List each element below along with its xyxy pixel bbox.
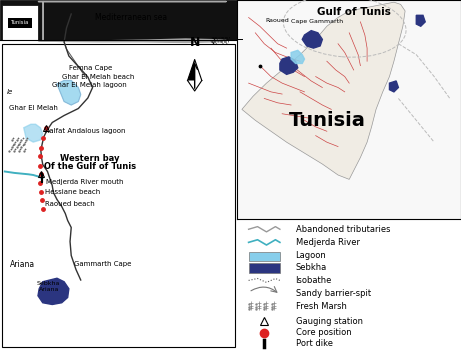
Text: Ghar El Melah lagoon: Ghar El Melah lagoon [52,83,127,89]
Bar [248,252,280,261]
Bar [2,44,235,346]
Bar [248,263,280,273]
Text: Isobathe: Isobathe [296,276,332,285]
Text: 36°55': 36°55' [210,41,230,46]
Text: Gauging station: Gauging station [296,317,362,326]
Text: Raoued: Raoued [266,18,290,23]
Polygon shape [291,50,304,63]
Text: Western bay: Western bay [60,154,120,163]
Text: Ghar El Melah: Ghar El Melah [10,105,59,111]
Text: Tunisia: Tunisia [11,20,30,25]
Text: Ghar El Melah beach: Ghar El Melah beach [62,74,134,80]
Polygon shape [24,124,43,142]
Text: Gammarth Cape: Gammarth Cape [74,261,131,267]
Text: Medjerda River mouth: Medjerda River mouth [46,180,124,186]
Text: Mediterranean sea: Mediterranean sea [95,13,166,22]
Text: Core position: Core position [296,328,351,337]
Text: Port dike: Port dike [296,339,332,348]
Text: le: le [7,90,13,96]
Text: Sebkha
Ariana: Sebkha Ariana [37,281,60,292]
Text: Raoued beach: Raoued beach [45,202,95,208]
Polygon shape [188,60,195,80]
Polygon shape [38,278,69,304]
Text: Sebkha: Sebkha [296,263,327,272]
Bar [0,0,237,40]
Text: Of the Gulf of Tunis: Of the Gulf of Tunis [44,162,136,171]
Text: Kalfat Andalous lagoon: Kalfat Andalous lagoon [45,128,125,134]
Text: Hessiane beach: Hessiane beach [45,189,100,195]
Text: Abandoned tributaries: Abandoned tributaries [296,225,390,234]
Bar [2,5,38,40]
Text: 36°55': 36°55' [210,37,230,42]
Polygon shape [302,31,322,48]
Polygon shape [280,57,298,75]
Text: Cape Gammarth: Cape Gammarth [291,19,343,24]
Text: Sandy barrier-spit: Sandy barrier-spit [296,289,371,298]
Text: Lagoon: Lagoon [296,251,326,260]
Text: Fresh Marsh: Fresh Marsh [296,302,346,311]
Text: Ariana: Ariana [10,260,35,269]
Text: Gulf of Tunis: Gulf of Tunis [317,7,390,16]
Text: Femna Cape: Femna Cape [69,65,112,71]
Polygon shape [390,81,398,92]
Text: Medjerda River: Medjerda River [296,238,360,247]
Text: N: N [189,35,200,49]
Polygon shape [416,15,425,26]
Polygon shape [57,80,81,105]
Text: Tunisia: Tunisia [289,111,365,130]
Polygon shape [242,2,405,179]
